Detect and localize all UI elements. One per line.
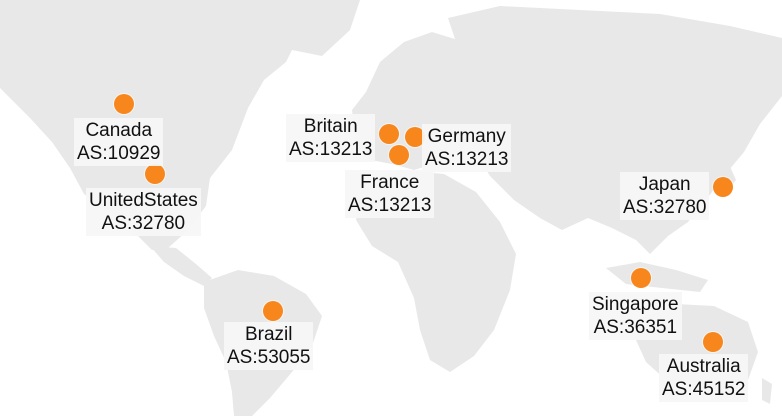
label-australia: Australia AS:45152 [659,354,749,402]
southeast-asia-landmass [606,262,708,292]
africa-landmass [356,170,516,372]
country-name: Australia [666,356,741,377]
as-number: AS:36351 [593,317,678,338]
as-number: AS:10929 [77,143,161,164]
marker-australia[interactable] [703,332,723,352]
as-number: AS:13213 [348,195,432,216]
as-number: AS:32780 [623,197,707,218]
country-name: Brazil [244,324,293,345]
central-america-landmass [150,246,212,286]
label-united-states: UnitedStates AS:32780 [86,188,201,236]
label-france: France AS:13213 [345,170,435,218]
marker-britain[interactable] [379,124,399,144]
label-canada: Canada AS:10929 [74,118,164,166]
as-number: AS:13213 [425,149,509,170]
label-germany: Germany AS:13213 [422,124,512,172]
country-name: UnitedStates [89,190,198,211]
label-singapore: Singapore AS:36351 [589,292,682,340]
label-japan: Japan AS:32780 [620,172,710,220]
as-number: AS:32780 [101,213,186,234]
country-name: France [360,172,420,193]
marker-france[interactable] [389,145,409,165]
marker-germany[interactable] [405,127,425,147]
country-name: Japan [638,174,691,195]
as-number: AS:45152 [662,379,746,400]
new-zealand-landmass [762,378,772,404]
marker-brazil[interactable] [263,301,283,321]
marker-canada[interactable] [114,94,134,114]
label-britain: Britain AS:13213 [286,114,376,162]
country-name: Germany [427,126,506,147]
marker-singapore[interactable] [631,268,651,288]
marker-japan[interactable] [713,177,733,197]
label-brazil: Brazil AS:53055 [224,322,314,370]
country-name: Britain [303,116,358,137]
as-number: AS:53055 [227,347,311,368]
marker-united-states[interactable] [145,164,165,184]
country-name: Canada [85,120,153,141]
north-america-landmass [0,0,330,250]
as-number: AS:13213 [289,139,373,160]
greenland-landmass [250,0,360,56]
country-name: Singapore [592,294,679,315]
